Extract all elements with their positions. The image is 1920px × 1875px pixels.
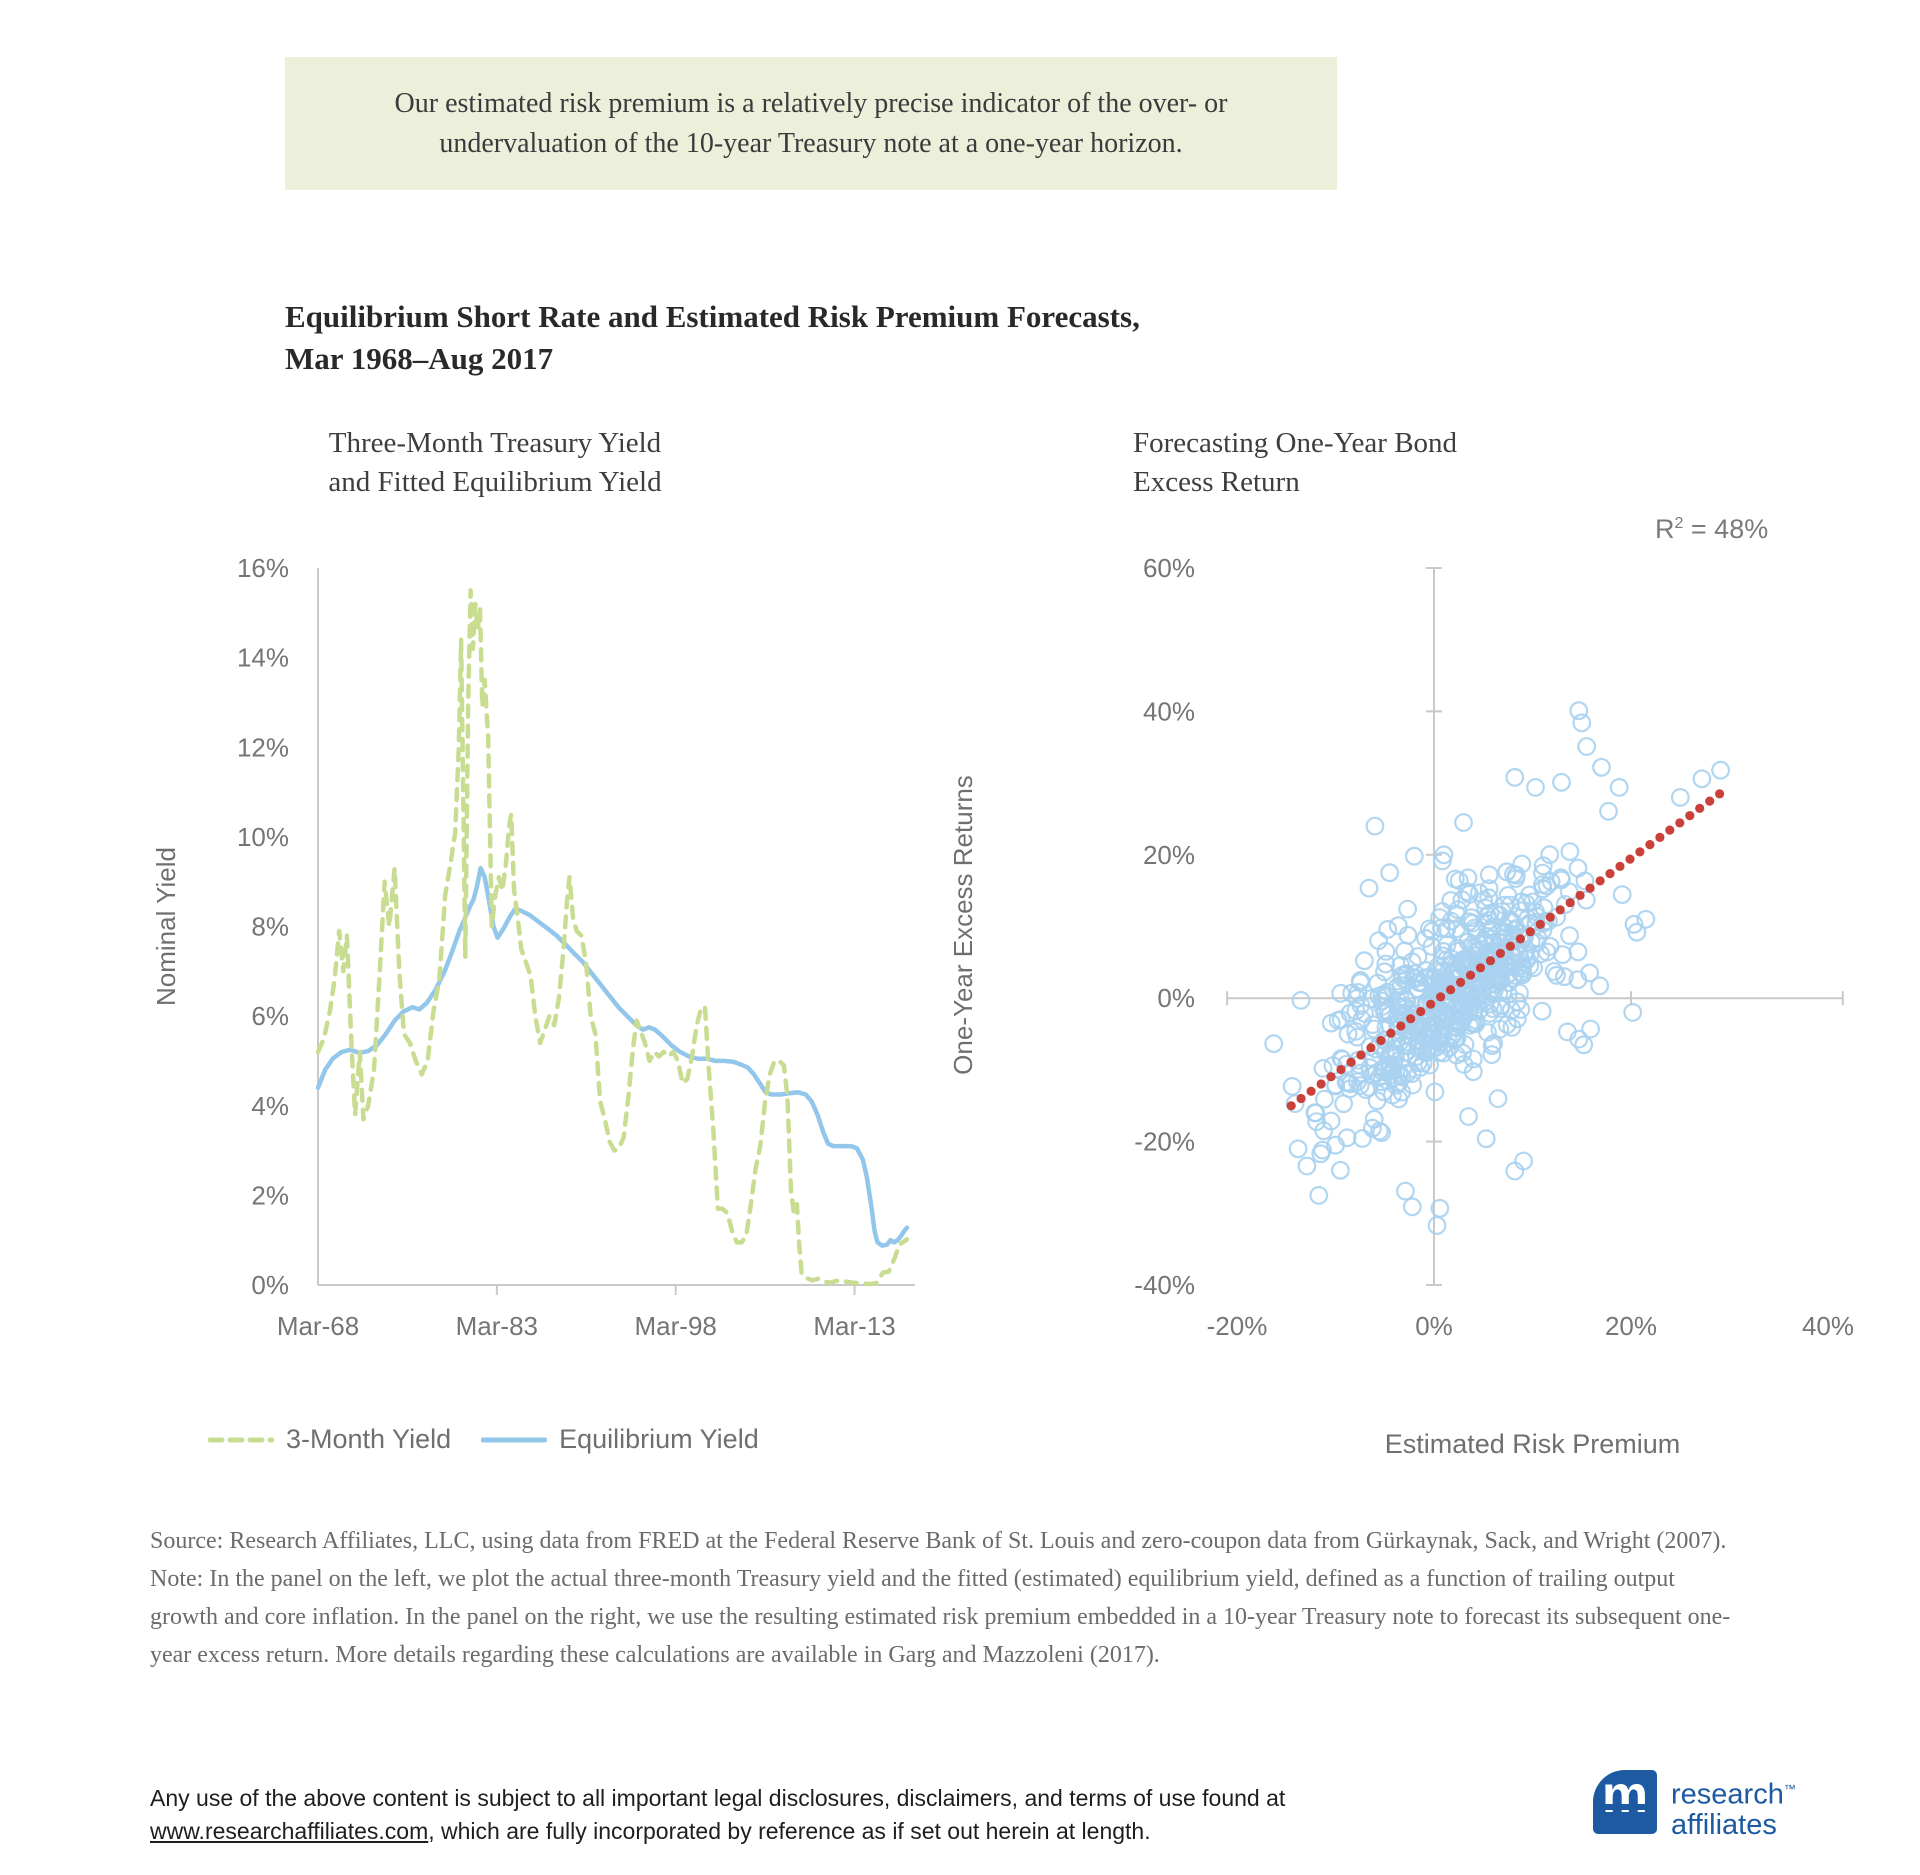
svg-text:40%: 40% xyxy=(1802,1311,1854,1341)
svg-text:60%: 60% xyxy=(1143,553,1195,583)
svg-text:-20%: -20% xyxy=(1134,1127,1195,1157)
svg-text:14%: 14% xyxy=(237,643,289,673)
svg-text:0%: 0% xyxy=(1415,1311,1453,1341)
legend-item-3-month-yield: 3-Month Yield xyxy=(208,1424,451,1455)
svg-text:Mar-13: Mar-13 xyxy=(813,1311,895,1341)
solid-line-swatch-icon xyxy=(481,1437,548,1442)
callout-text-line2: undervaluation of the 10-year Treasury n… xyxy=(439,127,1183,159)
svg-text:12%: 12% xyxy=(237,732,289,762)
figure-title-line2: Mar 1968–Aug 2017 xyxy=(285,341,554,376)
svg-text:10%: 10% xyxy=(237,822,289,852)
svg-text:Estimated Risk Premium: Estimated Risk Premium xyxy=(1385,1429,1681,1459)
legend-item-equilibrium-yield: Equilibrium Yield xyxy=(481,1424,759,1455)
website-link[interactable]: www.researchaffiliates.com xyxy=(150,1818,429,1844)
svg-text:Mar-68: Mar-68 xyxy=(277,1311,359,1341)
ra-logo-crossbar xyxy=(1600,1804,1650,1810)
svg-text:2%: 2% xyxy=(251,1180,289,1210)
legend-label-equilibrium-yield: Equilibrium Yield xyxy=(559,1424,759,1454)
figure-title-line1: Equilibrium Short Rate and Estimated Ris… xyxy=(285,299,1140,334)
dashed-line-swatch-icon xyxy=(208,1437,274,1442)
figure-title: Equilibrium Short Rate and Estimated Ris… xyxy=(285,296,1140,380)
legend-label-3-month-yield: 3-Month Yield xyxy=(286,1424,452,1454)
svg-text:20%: 20% xyxy=(1143,840,1195,870)
ra-logo-mark-icon: m xyxy=(1593,1770,1657,1834)
legal-line1: Any use of the above content is subject … xyxy=(150,1785,1286,1811)
svg-text:8%: 8% xyxy=(251,912,289,942)
research-affiliates-logo: m research™ affiliates xyxy=(1593,1770,1796,1840)
svg-text:6%: 6% xyxy=(251,1001,289,1031)
right-scatter-chart: 60% 40% 20% 0% -20% -40% -20% 0% 20% 40% One-Year … xyxy=(948,553,1854,1459)
legal-disclaimer: Any use of the above content is subject … xyxy=(150,1782,1480,1848)
svg-text:20%: 20% xyxy=(1605,1311,1657,1341)
callout-banner: Our estimated risk premium is a relative… xyxy=(285,57,1337,190)
svg-text:0%: 0% xyxy=(251,1270,289,1300)
svg-text:Mar-83: Mar-83 xyxy=(456,1311,538,1341)
logo-wordmark: research™ affiliates xyxy=(1671,1778,1796,1841)
legend: 3-Month Yield Equilibrium Yield xyxy=(208,1424,759,1455)
left-line-chart: Mar-68 Mar-83 Mar-98 Mar-13 0% 2% 4% 6% 8% 10% 12%… xyxy=(151,553,915,1341)
svg-text:Mar-98: Mar-98 xyxy=(635,1311,717,1341)
svg-text:40%: 40% xyxy=(1143,696,1195,726)
svg-text:One-Year Excess Returns: One-Year Excess Returns xyxy=(948,775,978,1075)
r-squared-annotation: R2 = 48% xyxy=(1655,514,1769,544)
callout-text-line1: Our estimated risk premium is a relative… xyxy=(394,87,1228,119)
svg-text:Nominal Yield: Nominal Yield xyxy=(151,847,181,1006)
svg-text:16%: 16% xyxy=(237,553,289,583)
legal-line2: www.researchaffiliates.com, which are fu… xyxy=(150,1818,1151,1844)
source-note: Source: Research Affiliates, LLC, using … xyxy=(150,1528,1731,1668)
svg-text:4%: 4% xyxy=(251,1091,289,1121)
svg-text:-40%: -40% xyxy=(1134,1270,1195,1300)
svg-text:-20%: -20% xyxy=(1207,1311,1268,1341)
svg-text:0%: 0% xyxy=(1157,983,1195,1013)
right-chart-title: Forecasting One-Year Bond Excess Return xyxy=(1133,427,1458,498)
left-chart-title: Three-Month Treasury Yield and Fitted Eq… xyxy=(328,427,662,498)
